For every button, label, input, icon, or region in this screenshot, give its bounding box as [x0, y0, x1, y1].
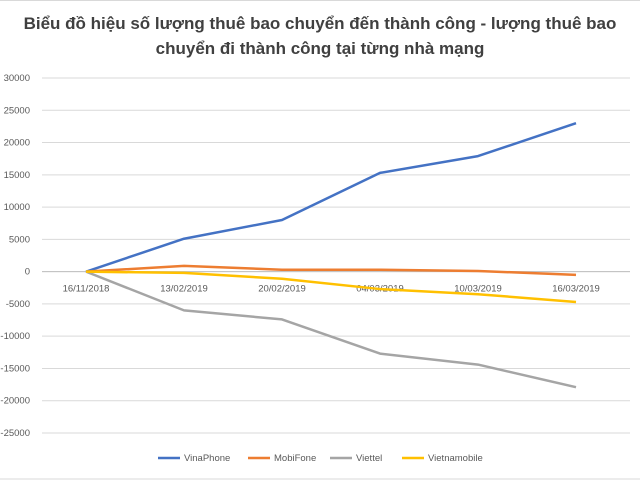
legend-label: MobiFone	[274, 453, 316, 464]
y-tick-label: 10000	[4, 202, 30, 213]
legend-label: Vietnamobile	[428, 453, 483, 464]
x-tick-label: 20/02/2019	[258, 284, 306, 295]
y-tick-label: 30000	[4, 73, 30, 84]
y-tick-label: 20000	[4, 138, 30, 149]
x-tick-label: 13/02/2019	[160, 284, 208, 295]
series-line-vinaphone	[86, 123, 576, 271]
y-tick-label: 0	[25, 267, 30, 278]
y-tick-label: -10000	[0, 331, 30, 342]
y-tick-label: 15000	[4, 170, 30, 181]
y-tick-label: -15000	[0, 363, 30, 374]
y-tick-label: -20000	[0, 396, 30, 407]
y-tick-label: 5000	[9, 234, 30, 245]
legend-label: Viettel	[356, 453, 382, 464]
x-tick-label: 16/11/2018	[63, 284, 110, 295]
y-tick-label: -25000	[0, 428, 30, 439]
x-tick-label: 16/03/2019	[552, 284, 600, 295]
y-tick-label: -5000	[6, 299, 30, 310]
y-tick-label: 25000	[4, 105, 30, 116]
legend-label: VinaPhone	[184, 453, 230, 464]
